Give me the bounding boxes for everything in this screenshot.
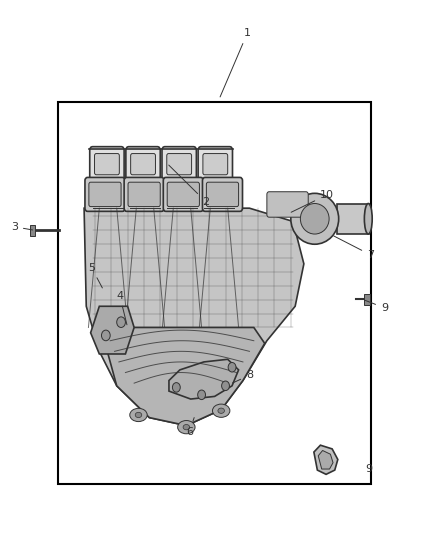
Polygon shape — [318, 450, 333, 469]
Polygon shape — [108, 327, 265, 425]
Text: 1: 1 — [220, 28, 251, 97]
Polygon shape — [314, 445, 338, 474]
Ellipse shape — [291, 193, 339, 244]
Bar — [58, 102, 371, 484]
Text: 6: 6 — [186, 417, 194, 437]
FancyBboxPatch shape — [89, 182, 121, 207]
FancyBboxPatch shape — [128, 182, 160, 207]
FancyBboxPatch shape — [163, 177, 203, 212]
Text: 7: 7 — [334, 236, 374, 260]
Text: 9: 9 — [365, 301, 388, 313]
FancyBboxPatch shape — [203, 154, 228, 175]
FancyBboxPatch shape — [167, 154, 191, 175]
Circle shape — [198, 390, 205, 400]
Circle shape — [222, 381, 230, 391]
Bar — [30, 225, 35, 236]
Ellipse shape — [364, 204, 372, 234]
Text: 9: 9 — [365, 464, 372, 474]
Ellipse shape — [130, 408, 147, 422]
Circle shape — [117, 317, 125, 327]
FancyBboxPatch shape — [267, 192, 308, 217]
Polygon shape — [169, 359, 239, 399]
Polygon shape — [84, 208, 304, 425]
FancyBboxPatch shape — [131, 154, 155, 175]
Bar — [336, 204, 369, 234]
FancyBboxPatch shape — [202, 177, 243, 212]
FancyBboxPatch shape — [126, 147, 160, 182]
Ellipse shape — [183, 424, 190, 430]
Circle shape — [228, 362, 236, 372]
Text: 8: 8 — [233, 370, 253, 383]
Text: 10: 10 — [291, 190, 334, 212]
Text: 5: 5 — [88, 263, 102, 288]
Circle shape — [173, 383, 180, 392]
FancyBboxPatch shape — [124, 177, 164, 212]
Text: 3: 3 — [11, 222, 32, 232]
Bar — [364, 294, 371, 305]
FancyBboxPatch shape — [90, 147, 124, 182]
Circle shape — [102, 330, 110, 341]
FancyBboxPatch shape — [198, 147, 233, 182]
Text: 2: 2 — [169, 165, 209, 207]
FancyBboxPatch shape — [95, 154, 119, 175]
FancyBboxPatch shape — [206, 182, 239, 207]
Ellipse shape — [300, 204, 329, 234]
FancyBboxPatch shape — [167, 182, 199, 207]
FancyBboxPatch shape — [85, 177, 125, 212]
Ellipse shape — [218, 408, 224, 414]
Polygon shape — [91, 306, 134, 354]
FancyBboxPatch shape — [162, 147, 196, 182]
Ellipse shape — [178, 421, 195, 434]
Ellipse shape — [212, 404, 230, 417]
Ellipse shape — [135, 413, 142, 418]
Text: 4: 4 — [116, 290, 127, 325]
